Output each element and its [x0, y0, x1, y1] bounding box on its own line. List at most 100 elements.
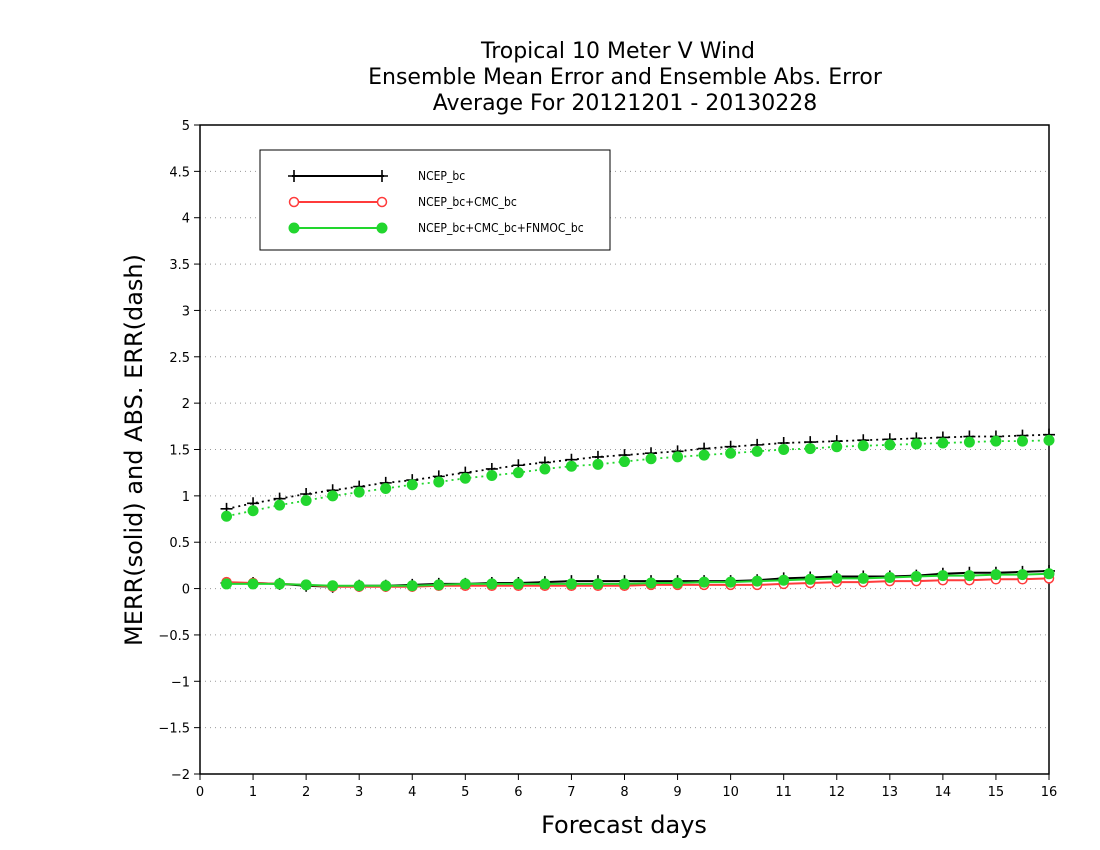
data-point: [698, 449, 710, 461]
series-3-merr-line: [226, 572, 1050, 587]
title-line-2: Ensemble Mean Error and Ensemble Abs. Er…: [368, 65, 883, 90]
data-point: [380, 482, 392, 494]
data-point: [937, 570, 949, 582]
data-point: [778, 444, 790, 455]
data-point: [751, 445, 763, 457]
data-point: [459, 472, 471, 484]
y-tick-label: 2.5: [169, 351, 190, 366]
data-point: [831, 572, 843, 584]
data-point: [459, 578, 471, 590]
data-point: [288, 222, 300, 234]
data-point: [1043, 568, 1055, 580]
y-tick-label: −0.5: [158, 629, 190, 644]
data-point: [380, 580, 392, 592]
y-tick-label: 3.5: [169, 258, 190, 273]
data-point: [937, 437, 949, 449]
x-tick-label: 1: [249, 785, 257, 800]
data-point: [592, 578, 604, 590]
data-point: [327, 490, 339, 502]
legend-box: [259, 149, 611, 251]
x-tick-label: 4: [408, 785, 416, 800]
legend-label: NCEP_bc+CMC_bc+FNMOC_bc: [418, 221, 584, 235]
data-point: [221, 510, 233, 522]
y-tick-label: 1.5: [169, 444, 190, 459]
data-point: [990, 569, 1002, 581]
data-point: [274, 499, 286, 511]
data-point: [857, 572, 869, 584]
data-point: [539, 463, 551, 475]
x-axis: 0 1 2 3 4 5 6 7 8 9 10 11 12 13 14 15 16: [196, 774, 1057, 800]
x-tick-label: 3: [355, 785, 363, 800]
data-point: [353, 486, 365, 498]
data-point: [376, 222, 388, 234]
y-tick-label: 2: [182, 397, 190, 412]
y-tick-label: 0: [182, 583, 190, 598]
data-point: [619, 578, 630, 590]
data-point: [327, 580, 339, 592]
legend-label: NCEP_bc: [418, 169, 465, 183]
x-tick-label: 11: [775, 785, 792, 800]
data-point: [619, 456, 630, 468]
y-tick-label: −1: [171, 675, 190, 690]
data-point: [353, 580, 365, 592]
data-point: [1043, 434, 1055, 446]
x-tick-label: 16: [1041, 785, 1058, 800]
data-point: [672, 577, 684, 589]
x-tick-label: 5: [461, 785, 469, 800]
y-tick-label: 1: [182, 490, 190, 505]
data-point: [486, 469, 498, 481]
data-point: [406, 479, 418, 491]
data-point: [406, 580, 418, 592]
data-point: [963, 570, 975, 582]
x-tick-label: 2: [302, 785, 310, 800]
y-axis-label: MERR(solid) and ABS. ERR(dash): [120, 254, 148, 646]
data-point: [725, 447, 737, 459]
data-point: [539, 578, 551, 590]
title-line-3: Average For 20121201 - 20130228: [433, 91, 818, 116]
data-point: [751, 575, 763, 587]
data-point: [884, 439, 896, 451]
x-tick-label: 10: [722, 785, 739, 800]
data-point: [288, 170, 300, 182]
data-point: [672, 451, 684, 463]
data-point: [288, 196, 300, 208]
data-point: [247, 505, 259, 517]
data-point: [565, 578, 577, 590]
data-point: [433, 476, 445, 488]
y-tick-label: 5: [182, 119, 190, 134]
chart-title: Tropical 10 Meter V Wind Ensemble Mean E…: [368, 39, 883, 116]
data-point: [221, 578, 233, 590]
x-axis-label: Forecast days: [541, 811, 707, 839]
data-point: [645, 453, 657, 465]
data-point: [512, 578, 524, 590]
data-point: [857, 440, 869, 452]
data-point: [778, 574, 790, 586]
legend-label: NCEP_bc+CMC_bc: [418, 195, 517, 209]
data-point: [1016, 569, 1028, 581]
data-point: [831, 441, 843, 453]
x-tick-label: 7: [567, 785, 575, 800]
data-point: [990, 435, 1002, 447]
series-layer: [220, 428, 1055, 593]
data-point: [698, 576, 710, 588]
data-point: [565, 460, 577, 472]
data-point: [592, 458, 604, 470]
data-point: [512, 467, 524, 479]
data-point: [804, 573, 816, 585]
x-tick-label: 0: [196, 785, 204, 800]
y-tick-label: 0.5: [169, 536, 190, 551]
x-tick-label: 12: [828, 785, 845, 800]
x-tick-label: 14: [935, 785, 952, 800]
y-tick-label: 3: [182, 304, 190, 319]
data-point: [300, 579, 312, 591]
data-point: [725, 576, 737, 588]
y-tick-label: 4: [182, 212, 190, 227]
series-3-abs-err-line: [226, 439, 1050, 518]
data-point: [645, 577, 657, 589]
x-tick-label: 6: [514, 785, 522, 800]
legend: NCEP_bc NCEP_bc+CMC_bc NCEP_bc+CMC_bc+FNMO…: [259, 149, 611, 251]
data-point: [1016, 435, 1028, 447]
data-point: [884, 571, 896, 583]
series-1-abs-err-line: [226, 433, 1050, 510]
